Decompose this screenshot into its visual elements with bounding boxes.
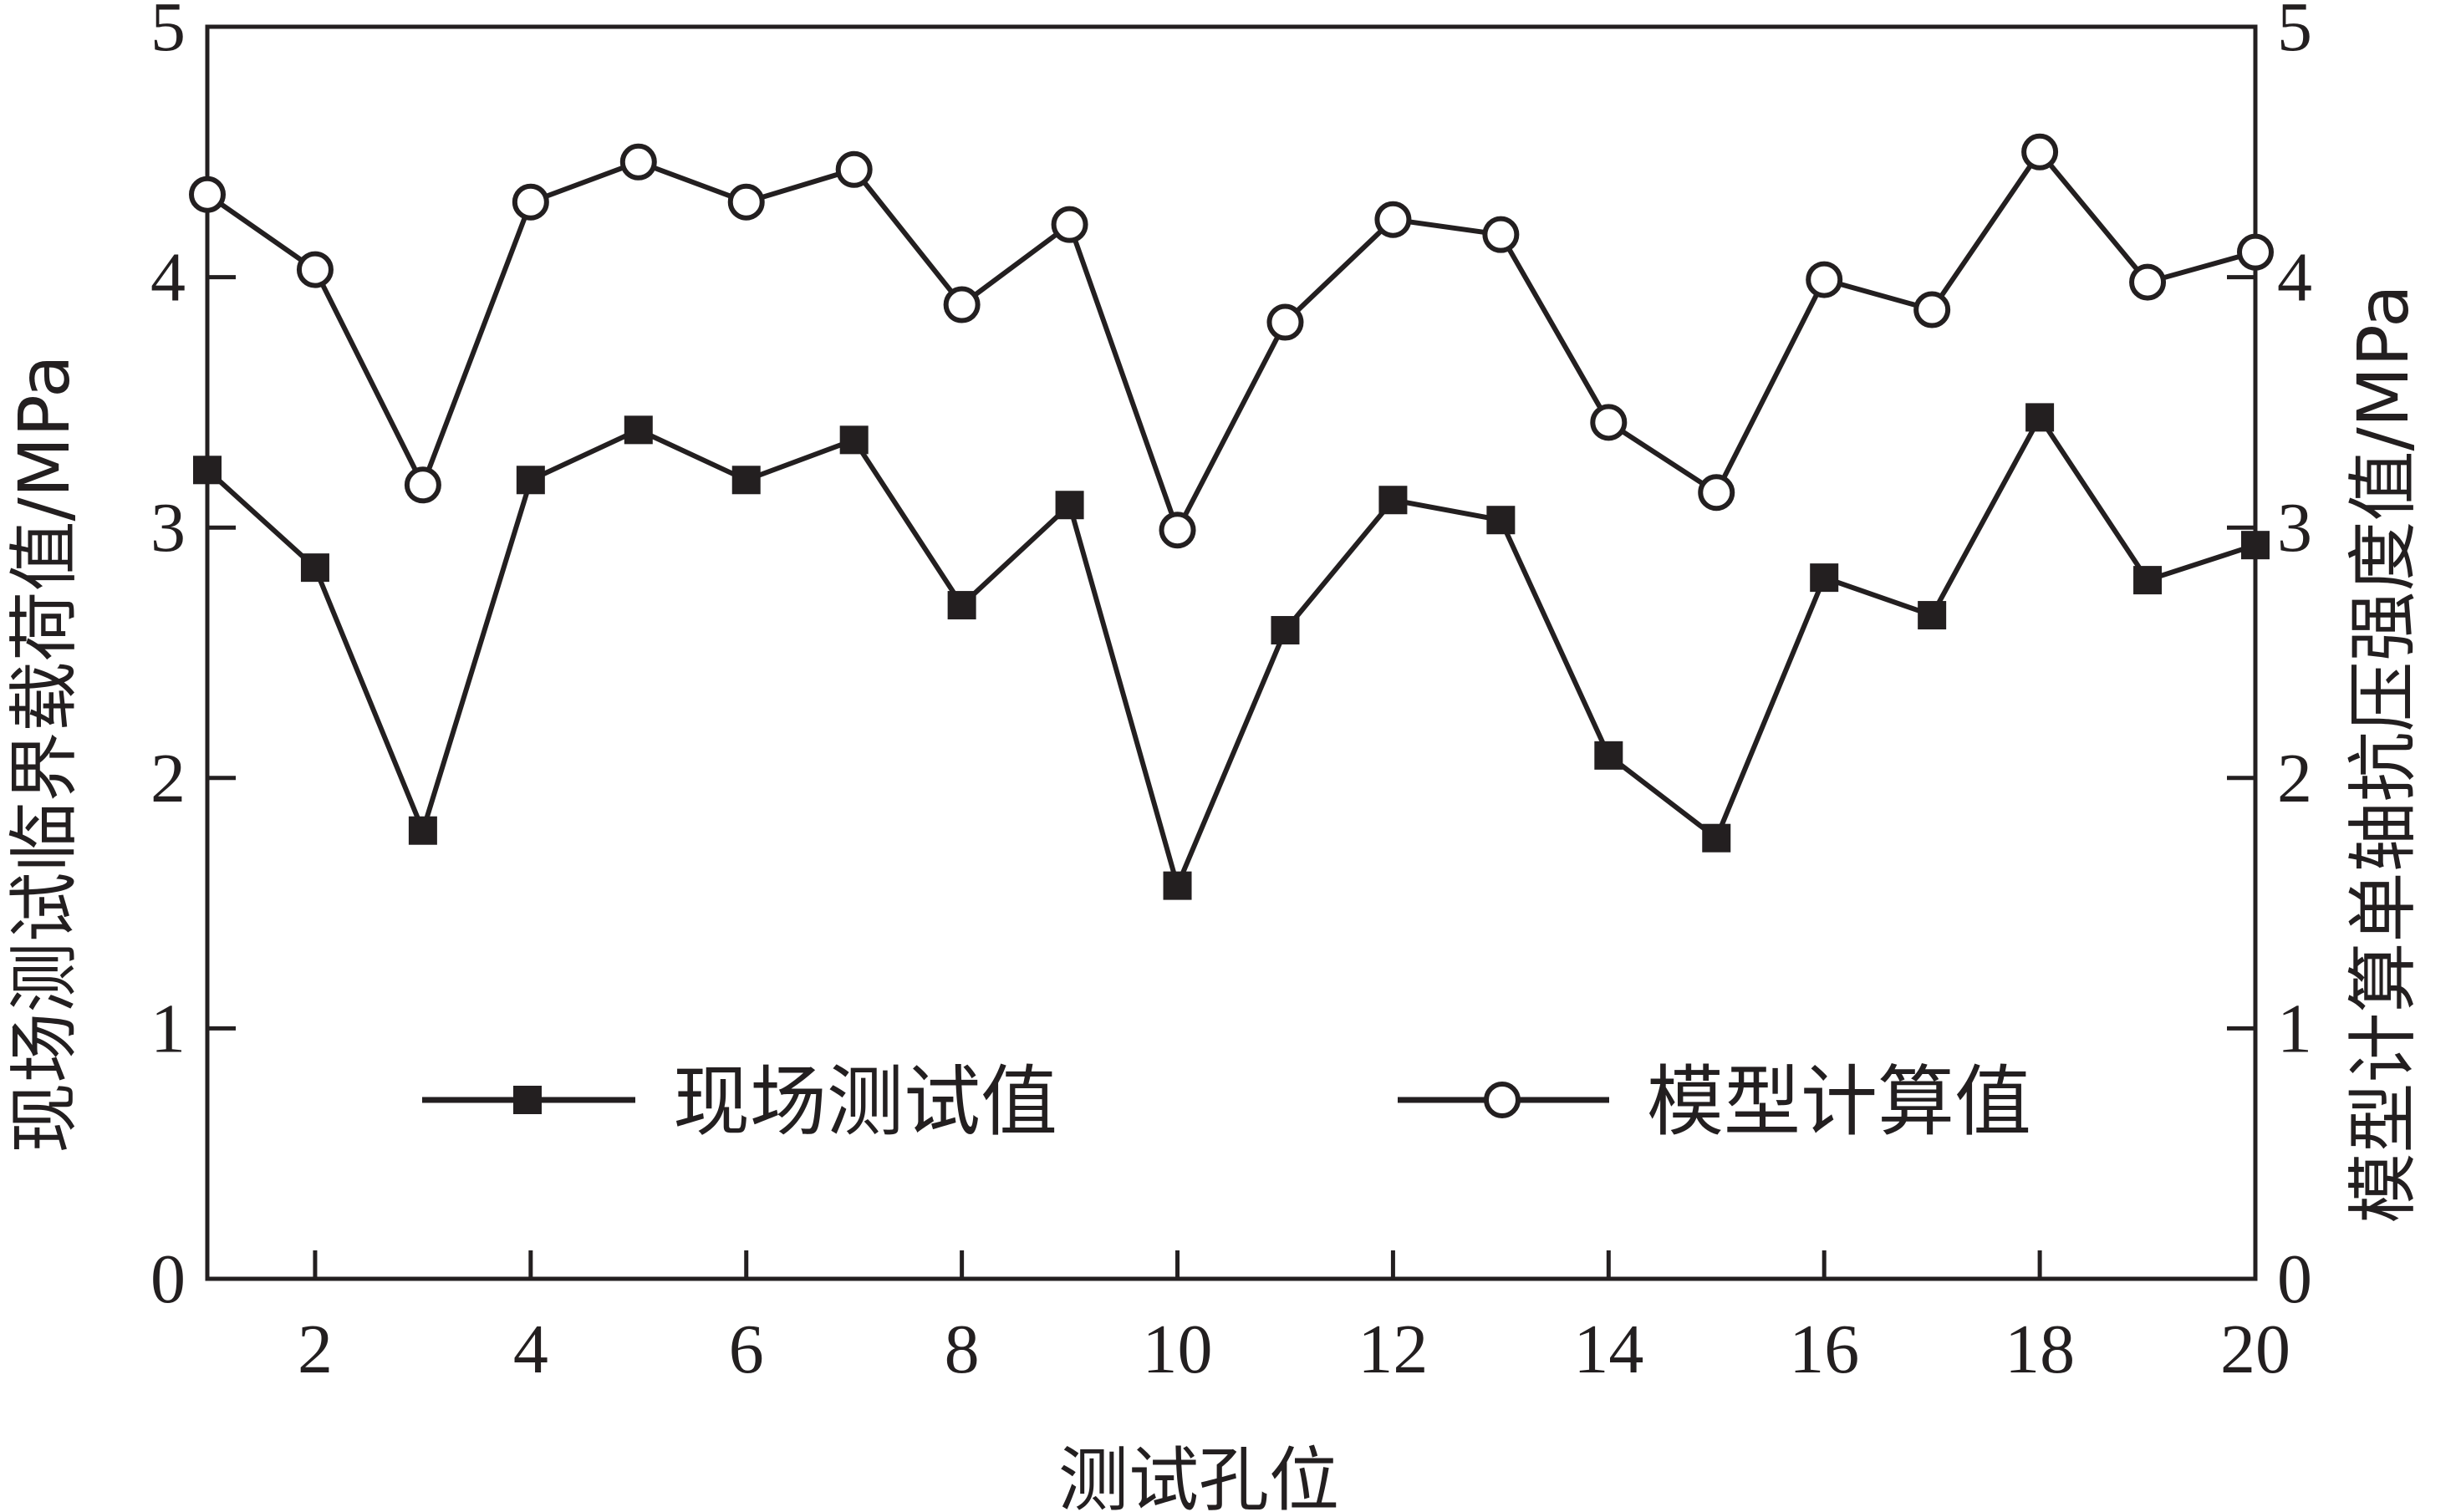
series-layer [189,133,2274,900]
ticks: 0 01 12 23 34 45 52 4 6 8 10 12 14 16 18 20 [150,0,2312,1388]
data-point-model [943,286,981,323]
data-point-measured [2241,531,2270,560]
legend-item-model: 模型计算值 [1398,1057,2031,1147]
data-point-model [1698,474,1735,512]
legend-label-measured: 现场测试值 [673,1057,1057,1147]
y-tick-label-right: 5 [2277,0,2312,66]
data-point-measured [2025,403,2055,432]
y-axis-title-left: 现场测试临界载荷值/MPa [3,354,85,1153]
x-tick-label: 20 [2220,1311,2290,1388]
x-tick-label: 16 [1789,1311,1859,1388]
y-tick-label-right: 0 [2277,1240,2312,1318]
data-point-measured [1486,506,1516,535]
y-tick-label-right: 2 [2277,740,2312,817]
data-point-measured [624,415,653,445]
data-point-model [2129,263,2167,301]
y-tick-label-left: 3 [150,489,186,567]
data-point-measured [1271,616,1300,645]
x-tick-label: 6 [729,1311,764,1388]
x-tick-label: 8 [945,1311,980,1388]
data-point-model [1374,201,1412,238]
data-point-model [1590,404,1628,441]
legend-label-model: 模型计算值 [1647,1057,2031,1147]
legend-marker-model [1484,1082,1521,1118]
data-point-model [1482,216,1520,253]
legend: 现场测试值 模型计算值 [422,1057,2031,1147]
data-point-measured [516,466,545,495]
data-point-measured [1810,563,1839,593]
data-point-measured [731,466,761,495]
y-tick-label-left: 5 [150,0,186,66]
data-point-model [1266,303,1304,341]
y-tick-label-right: 3 [2277,489,2312,567]
data-point-model [296,251,334,288]
y-tick-label-left: 2 [150,740,186,817]
series-measured [193,403,2270,900]
series-line-model [206,147,2256,537]
data-point-measured [1055,491,1084,520]
data-point-model [835,150,873,188]
y-tick-label-left: 1 [150,990,186,1067]
series-model [189,133,2274,549]
data-point-model [189,176,226,213]
data-point-measured [947,591,976,620]
y-tick-label-left: 4 [150,239,186,317]
data-point-model [1913,291,1951,328]
y-tick-label-right: 1 [2277,990,2312,1067]
y-axis-title-right: 模型计算单轴抗压强度值/MPa [2342,284,2424,1223]
y-tick-label-left: 0 [150,1240,186,1318]
data-point-measured [1594,741,1623,770]
data-point-model [619,143,657,181]
data-point-model [727,183,765,221]
data-point-measured [1378,486,1408,515]
data-point-measured [408,816,437,845]
x-tick-label: 2 [298,1311,333,1388]
data-point-measured [1163,871,1192,900]
plot-frame [205,24,2258,1281]
legend-marker-measured [513,1086,542,1114]
y-tick-label-right: 4 [2277,239,2312,317]
data-point-measured [2133,566,2163,595]
data-point-model [404,466,441,504]
data-point-model [512,183,549,221]
series-line-measured [205,412,2256,893]
axes [205,24,2258,1281]
legend-item-measured: 现场测试值 [422,1057,1057,1147]
data-point-measured [1702,823,1731,853]
x-tick-label: 10 [1143,1311,1213,1388]
x-tick-label: 14 [1573,1311,1643,1388]
data-point-measured [300,553,329,583]
data-point-measured [839,425,869,455]
x-tick-label: 4 [513,1311,548,1388]
data-point-model [1806,261,1843,298]
x-axis-title: 测试孔位 [1058,1439,1339,1512]
data-point-model [2237,233,2274,271]
x-tick-label: 12 [1358,1311,1428,1388]
data-point-measured [1918,601,1947,630]
data-point-model [2021,133,2059,171]
data-point-model [1159,512,1196,549]
data-point-model [1051,206,1088,243]
x-tick-label: 18 [2005,1311,2075,1388]
data-point-measured [193,456,222,485]
